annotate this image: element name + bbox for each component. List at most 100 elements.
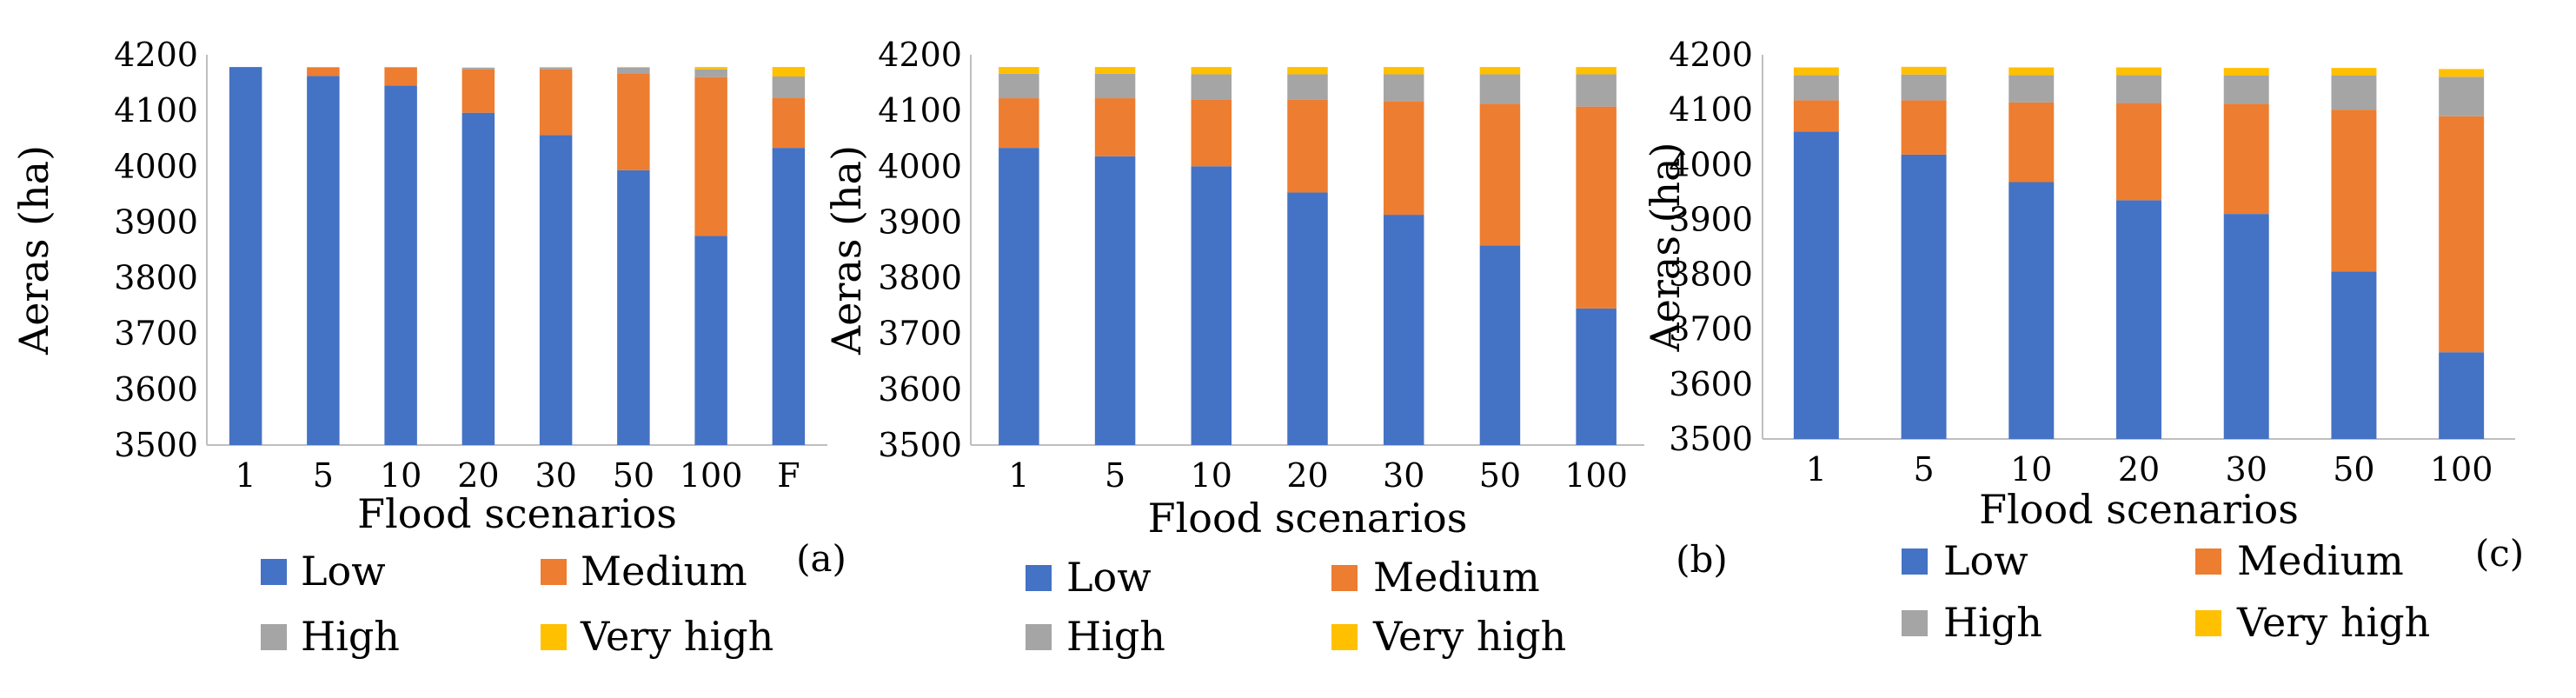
bar-high [1094, 73, 1136, 99]
y-tick-label: 3700 [878, 315, 962, 353]
bar-high [2116, 75, 2161, 103]
x-tick-label: 50 [613, 456, 654, 495]
x-tick-label: 5 [1913, 450, 1934, 489]
bar-very-high [2439, 69, 2485, 77]
y-axis-title: Aeras (ha) [1642, 142, 1689, 352]
legend-swatch-very-high [541, 624, 567, 650]
bar-low [617, 170, 650, 446]
bar-low [2116, 200, 2161, 440]
bar-medium [307, 67, 340, 76]
bar-high [1901, 74, 1947, 101]
bar-low [2439, 352, 2485, 439]
x-tick-label: 1 [1008, 456, 1029, 495]
x-tick-label: 30 [1383, 456, 1424, 495]
x-tick-label: 10 [2010, 450, 2052, 489]
bar-high [694, 69, 727, 77]
x-tick-label: 50 [1479, 456, 1521, 495]
legend-swatch-medium [541, 559, 567, 585]
bar-high [1383, 74, 1424, 102]
bar-high [617, 67, 650, 74]
bar-low [539, 135, 573, 445]
bar-medium [617, 73, 650, 170]
y-tick-label: 4200 [1669, 36, 1753, 74]
bar-medium [539, 69, 573, 136]
bar-low [694, 236, 727, 445]
bar-high [2223, 75, 2269, 104]
bar-high [772, 76, 806, 98]
bar-medium [2008, 102, 2055, 183]
bar-high [999, 73, 1039, 99]
x-tick-label: 5 [313, 456, 334, 495]
bar-high [2439, 76, 2485, 116]
bar-high [1479, 74, 1521, 104]
x-tick-label: 1 [236, 456, 256, 495]
legend-label: Very high [1372, 613, 1566, 660]
y-tick-label: 3900 [114, 203, 198, 241]
x-tick-label: 20 [2118, 450, 2160, 489]
chart-panel-2: 3500 3600 3700 3800 3900 4000 4100 4200 1 5 10 20 30… [1642, 36, 2524, 646]
y-tick-label: 4200 [114, 36, 198, 74]
y-tick-label: 4100 [114, 91, 198, 130]
y-tick-label: 4000 [878, 147, 962, 185]
bar-very-high [1094, 67, 1136, 74]
x-tick-label: 20 [457, 456, 499, 495]
legend-label: Medium [581, 548, 747, 595]
bar-medium [2331, 110, 2377, 272]
bar-high [539, 67, 573, 70]
x-tick-label: 50 [2333, 450, 2374, 489]
y-tick-label: 4000 [1669, 145, 1753, 183]
bar-low [2331, 271, 2377, 439]
x-tick-label: F [777, 456, 800, 495]
x-tick-label: 30 [534, 456, 576, 495]
y-axis-title: Aeras (ha) [823, 145, 870, 356]
x-tick-label: 10 [380, 456, 422, 495]
bar-medium [2116, 103, 2161, 201]
x-tick-label: 100 [1564, 456, 1628, 495]
y-tick-label: 3800 [1669, 256, 1753, 294]
y-tick-label: 3600 [114, 370, 198, 409]
chart-panel-0: 3500 3600 3700 3800 3900 4000 4100 4200 1 5 10 20 30… [10, 36, 846, 660]
bar-medium [1576, 106, 1617, 309]
legend-label: Very high [2236, 599, 2430, 646]
bar-medium [772, 97, 806, 149]
y-tick-label: 4200 [878, 36, 962, 74]
bar-low [1901, 154, 1947, 440]
bar-medium [2439, 116, 2485, 353]
bar-low [1793, 131, 1839, 439]
panel-label: (b) [1676, 538, 1728, 581]
bar-low [2223, 214, 2269, 439]
bar-medium [1793, 100, 1839, 132]
bar-medium [461, 69, 495, 113]
legend-label: Medium [1373, 554, 1540, 601]
x-tick-label: 1 [1806, 450, 1827, 489]
bar-low [461, 112, 495, 446]
x-tick-label: 100 [680, 456, 743, 495]
bar-medium [1191, 99, 1232, 167]
bar-high [1287, 74, 1328, 100]
y-tick-label: 4000 [114, 147, 198, 185]
legend-swatch-medium [1331, 565, 1358, 591]
legend-label: Low [301, 548, 386, 595]
legend-swatch-very-high [1331, 624, 1358, 650]
bar-low [1576, 308, 1617, 445]
legend-swatch-high [261, 624, 287, 650]
x-tick-label: 30 [2226, 450, 2267, 489]
legend-label: Very high [580, 613, 773, 660]
legend-label: Low [1943, 537, 2028, 584]
x-axis-title: Flood scenarios [1979, 486, 2299, 533]
bar-low [1094, 156, 1136, 446]
y-tick-label: 3500 [1669, 420, 1753, 458]
bar-very-high [1287, 67, 1328, 75]
bar-medium [1287, 99, 1328, 193]
x-tick-label: 20 [1286, 456, 1328, 495]
x-tick-label: 5 [1105, 456, 1125, 495]
legend-label: Medium [2237, 537, 2404, 584]
bar-low [1287, 192, 1328, 445]
bar-very-high [2223, 68, 2269, 76]
chart-panel-1: 3500 3600 3700 3800 3900 4000 4100 4200 1 5 10 20 30… [823, 36, 1728, 660]
bar-medium [384, 67, 417, 86]
bar-high [384, 67, 417, 68]
x-axis-title: Flood scenarios [357, 490, 677, 537]
y-tick-label: 3800 [114, 259, 198, 297]
